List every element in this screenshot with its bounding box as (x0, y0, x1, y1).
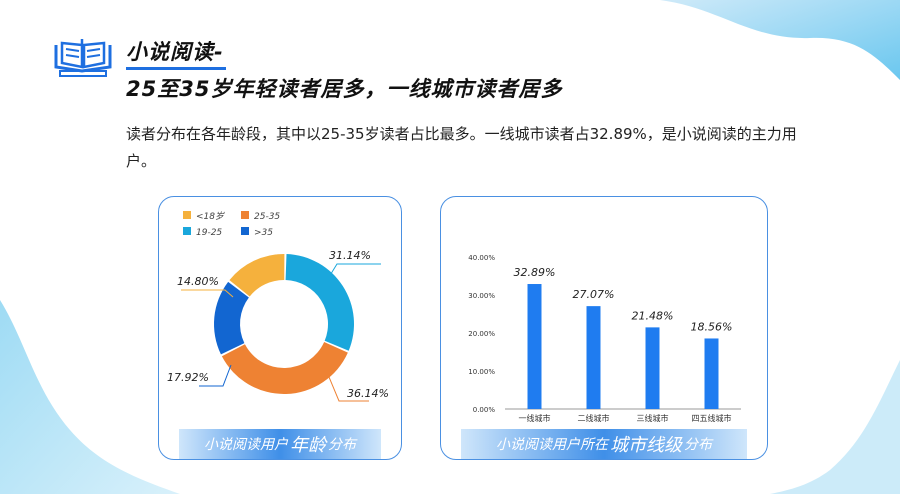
x-category-label: 二线城市 (578, 413, 610, 423)
donut-value-label: 14.80% (177, 275, 219, 288)
bar-value-label: 27.07% (573, 288, 615, 301)
donut-value-label: 17.92% (167, 371, 209, 384)
city-banner-text-1: 小说阅读用户所在 (496, 437, 608, 453)
donut-value-label: 31.14% (329, 249, 371, 262)
legend-label: 19-25 (196, 228, 222, 238)
city-banner-text-2: 城市线级 (610, 435, 682, 456)
title-underline (126, 67, 226, 70)
x-category-label: 一线城市 (519, 413, 551, 423)
age-banner-text-2: 年龄 (290, 435, 326, 456)
donut-slice->35 (214, 281, 249, 355)
legend-swatch (241, 227, 249, 235)
donut-leader-line (328, 376, 369, 402)
y-tick-label: 30.00% (468, 292, 495, 300)
y-tick-label: 40.00% (468, 254, 495, 262)
background-blob-bottom-left (0, 300, 180, 494)
legend-label: <18岁 (196, 211, 225, 222)
age-chart-banner: 小说阅读用户 年龄 分布 (179, 429, 381, 459)
y-tick-label: 20.00% (468, 330, 495, 338)
page-title-line2: 25至35岁年轻读者居多，一线城市读者居多 (126, 77, 563, 101)
legend-swatch (183, 227, 191, 235)
y-tick-label: 10.00% (468, 368, 495, 376)
legend-label: 25-35 (254, 212, 280, 222)
age-banner-text-3: 分布 (328, 437, 356, 453)
x-category-label: 三线城市 (637, 413, 669, 423)
donut-value-label: 36.14% (347, 387, 389, 400)
legend-swatch (241, 211, 249, 219)
bar-三线城市 (645, 327, 660, 409)
y-tick-label: 0.00% (473, 406, 496, 414)
city-banner-text-3: 分布 (684, 437, 712, 453)
city-chart-banner: 小说阅读用户所在 城市线级 分布 (461, 429, 747, 459)
age-banner-text-1: 小说阅读用户 (204, 437, 288, 453)
bar-二线城市 (586, 306, 601, 409)
open-book-icon (54, 39, 112, 77)
background-blob-top-right (660, 0, 900, 80)
city-bar-chart: 0.00% 10.00% 20.00% 30.00% 40.00% 32.89% 一线城市 2… (468, 254, 741, 423)
city-tier-card: 0.00% 10.00% 20.00% 30.00% 40.00% 32.89% 一线城市 2… (440, 196, 768, 460)
x-category-label: 四五线城市 (692, 413, 732, 423)
donut-leader-line (328, 263, 381, 278)
page-title-line1: 小说阅读- (126, 40, 224, 64)
donut-slice-<18岁 (229, 254, 285, 297)
age-donut-chart: 36.14% 17.92% 14.80% 31.14% <18岁 25-35 19-25 >3… (167, 211, 389, 402)
bar-一线城市 (527, 284, 542, 409)
donut-leader-line (181, 289, 234, 298)
legend-swatch (183, 211, 191, 219)
age-distribution-card: 36.14% 17.92% 14.80% 31.14% <18岁 25-35 19-25 >3… (158, 196, 402, 460)
legend-label: >35 (254, 228, 273, 238)
description-text: 读者分布在各年龄段，其中以25-35岁读者占比最多。一线城市读者占32.89%，… (126, 125, 797, 170)
donut-slice-19-25 (285, 254, 354, 351)
bar-value-label: 18.56% (691, 320, 733, 333)
donut-leader-line (199, 364, 232, 387)
bar-value-label: 32.89% (514, 266, 556, 279)
donut-slice-25-35 (221, 342, 348, 394)
bar-四五线城市 (704, 338, 719, 409)
background-blob-bottom-right (770, 360, 900, 494)
bar-value-label: 21.48% (632, 309, 674, 322)
